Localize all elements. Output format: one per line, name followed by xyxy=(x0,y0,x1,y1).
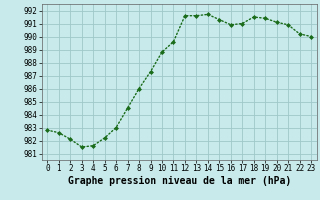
X-axis label: Graphe pression niveau de la mer (hPa): Graphe pression niveau de la mer (hPa) xyxy=(68,176,291,186)
